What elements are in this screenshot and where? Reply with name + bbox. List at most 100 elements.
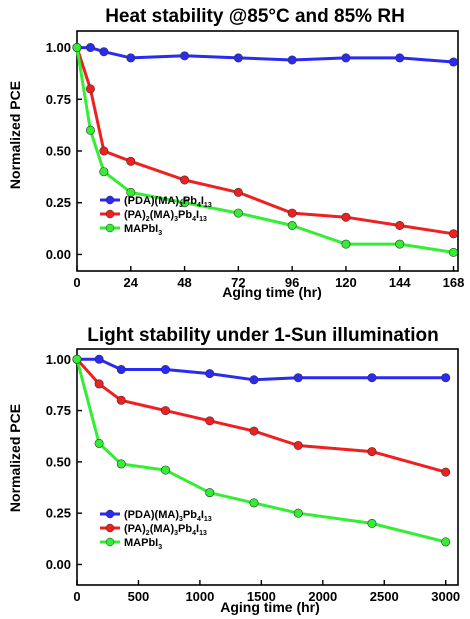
x-tick-label: 500 <box>128 589 150 604</box>
data-point <box>160 365 170 375</box>
legend-entry: (PA)2(MA)3Pb4I13 <box>124 209 207 223</box>
data-point <box>367 518 377 528</box>
x-tick-label: 24 <box>124 275 139 290</box>
data-point <box>395 239 405 249</box>
data-point <box>249 498 259 508</box>
data-point <box>249 375 259 385</box>
data-point <box>160 406 170 416</box>
data-point <box>160 465 170 475</box>
legend-swatch-marker <box>105 195 115 205</box>
x-tick-label: 96 <box>285 275 299 290</box>
legend-swatch-marker <box>105 209 115 219</box>
x-tick-label: 3000 <box>431 589 460 604</box>
data-point <box>72 43 82 53</box>
y-tick-label: 0.00 <box>46 557 71 572</box>
data-point <box>94 354 104 364</box>
data-point <box>449 229 459 239</box>
x-axis-label: Aging time (hr) <box>220 599 320 615</box>
x-tick-label: 2000 <box>308 589 337 604</box>
legend-entry: (PDA)(MA)3Pb4I13 <box>124 195 212 209</box>
y-tick-label: 0.25 <box>46 506 71 521</box>
y-tick-label: 0.50 <box>46 144 71 159</box>
data-point <box>233 208 243 218</box>
y-axis-label: Normalized PCE <box>7 404 23 512</box>
data-point <box>180 175 190 185</box>
series-line <box>75 47 454 254</box>
x-tick-label: 0 <box>73 275 80 290</box>
x-tick-label: 1000 <box>185 589 214 604</box>
data-point <box>449 247 459 257</box>
data-point <box>126 53 136 63</box>
legend-swatch-marker <box>105 523 115 533</box>
data-point <box>205 369 215 379</box>
legend-swatch-marker <box>105 537 115 547</box>
data-point <box>341 53 351 63</box>
data-point <box>293 373 303 383</box>
data-point <box>126 156 136 166</box>
y-tick-label: 0.75 <box>46 403 71 418</box>
legend-entry: (PDA)(MA)3Pb4I13 <box>124 509 212 523</box>
plot-frame <box>76 30 459 272</box>
legend-swatch-marker <box>105 509 115 519</box>
data-point <box>441 467 451 477</box>
data-point <box>287 220 297 230</box>
data-point <box>395 220 405 230</box>
x-tick-label: 2500 <box>370 589 399 604</box>
legend-swatch-marker <box>105 223 115 233</box>
light-stability-panel: Light stability under 1-Sun illumination… <box>7 325 460 615</box>
heat-stability-panel: Heat stability @85°C and 85% RH Normaliz… <box>7 6 464 300</box>
data-point <box>180 51 190 61</box>
series-line <box>77 357 446 382</box>
data-point <box>293 440 303 450</box>
data-point <box>99 146 109 156</box>
data-point <box>205 416 215 426</box>
data-point <box>116 395 126 405</box>
y-axis-label: Normalized PCE <box>7 81 23 189</box>
data-point <box>94 379 104 389</box>
data-point <box>441 373 451 383</box>
data-point <box>94 438 104 448</box>
data-point <box>180 198 190 208</box>
data-point <box>205 488 215 498</box>
data-point <box>99 167 109 177</box>
data-point <box>126 187 136 197</box>
y-tick-label: 0.75 <box>46 92 71 107</box>
y-tick-label: 0.00 <box>46 247 71 262</box>
x-tick-label: 72 <box>231 275 245 290</box>
x-tick-label: 168 <box>443 275 465 290</box>
data-point <box>85 84 95 94</box>
x-tick-label: 144 <box>389 275 411 290</box>
data-point <box>116 459 126 469</box>
data-point <box>367 447 377 457</box>
data-point <box>287 55 297 65</box>
y-tick-label: 1.00 <box>46 352 71 367</box>
chart-title: Heat stability @85°C and 85% RH <box>105 6 405 27</box>
x-tick-label: 0 <box>73 589 80 604</box>
data-point <box>395 53 405 63</box>
data-point <box>249 426 259 436</box>
series-line <box>77 46 454 64</box>
data-point <box>449 57 459 67</box>
y-tick-label: 1.00 <box>46 40 71 55</box>
x-tick-label: 120 <box>335 275 357 290</box>
chart-title: Light stability under 1-Sun illumination <box>87 325 439 346</box>
data-point <box>233 187 243 197</box>
data-point <box>116 365 126 375</box>
data-point <box>233 53 243 63</box>
data-point <box>293 508 303 518</box>
data-point <box>441 537 451 547</box>
data-point <box>85 125 95 135</box>
data-point <box>72 354 82 364</box>
data-point <box>341 239 351 249</box>
data-point <box>367 373 377 383</box>
x-tick-label: 48 <box>177 275 191 290</box>
y-tick-label: 0.25 <box>46 195 71 210</box>
data-point <box>99 47 109 57</box>
series-line <box>75 47 454 236</box>
x-tick-label: 1500 <box>247 589 276 604</box>
x-axis-label: Aging time (hr) <box>222 284 322 300</box>
legend-entry: (PA)2(MA)3Pb4I13 <box>124 523 207 537</box>
legend-entry: MAPbI3 <box>124 223 162 237</box>
plot-frame <box>76 348 459 586</box>
